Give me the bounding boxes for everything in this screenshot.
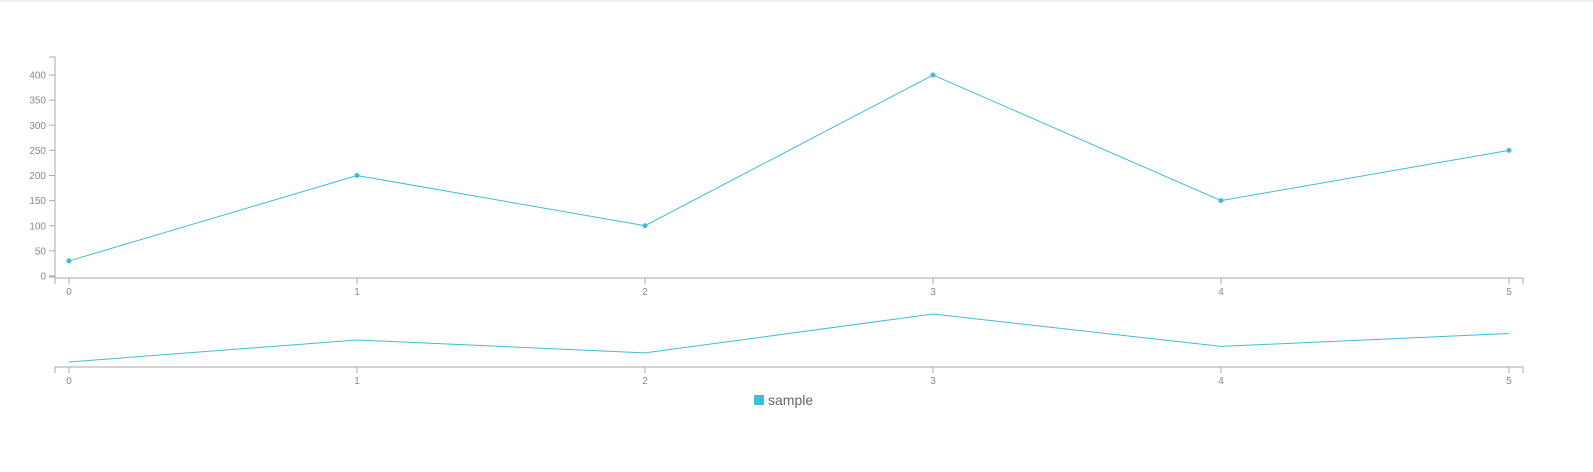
context-x-tick-label: 2: [642, 376, 648, 387]
x-tick-label: 1: [354, 287, 360, 298]
x-tick-label: 5: [1506, 287, 1512, 298]
context-series-line-sample: [68, 313, 1510, 363]
legend[interactable]: sample: [754, 392, 813, 408]
context-x-tick-label: 3: [930, 376, 936, 387]
context-x-axis: 0 1 2 3 4 5: [54, 366, 1524, 387]
context-series: [68, 313, 1510, 363]
context-chart[interactable]: 0 1 2 3 4 5: [54, 313, 1524, 387]
focus-series: [66, 72, 1512, 264]
x-tick-label: 4: [1218, 287, 1224, 298]
y-tick-label: 200: [29, 171, 46, 182]
y-tick-label: 100: [29, 221, 46, 232]
y-tick-label: 150: [29, 196, 46, 207]
y-tick-label: 350: [29, 96, 46, 107]
data-point[interactable]: [354, 173, 360, 178]
data-point[interactable]: [1218, 198, 1224, 204]
x-axis-line: [54, 277, 1524, 284]
context-x-tick-label: 1: [354, 376, 360, 387]
legend-label: sample: [768, 392, 813, 408]
data-point[interactable]: [66, 258, 72, 264]
y-tick-label: 400: [29, 71, 46, 82]
legend-item[interactable]: sample: [754, 392, 813, 408]
context-x-tick-label: 0: [66, 376, 72, 387]
context-x-axis-line: [54, 366, 1524, 373]
top-border: [0, 0, 1593, 2]
y-tick-label: 50: [35, 246, 47, 257]
context-x-tick-label: 4: [1218, 376, 1224, 387]
y-axis-line: [49, 56, 56, 278]
x-tick-label: 3: [930, 287, 936, 298]
series-line-sample: [68, 74, 1510, 262]
data-point[interactable]: [930, 72, 936, 78]
focus-chart: 0 50 100 150 200 250 300 350 400 0 1 2 3 4 5: [29, 56, 1524, 298]
data-point[interactable]: [1506, 147, 1512, 153]
y-axis: 0 50 100 150 200 250 300 350 400: [29, 56, 56, 283]
x-tick-label: 2: [642, 287, 648, 298]
x-axis: 0 1 2 3 4 5: [54, 277, 1524, 298]
y-tick-label: 300: [29, 121, 46, 132]
y-tick-label: 0: [40, 272, 46, 283]
context-x-tick-label: 5: [1506, 376, 1512, 387]
data-point[interactable]: [642, 223, 648, 229]
y-tick-label: 250: [29, 146, 46, 157]
legend-swatch: [754, 395, 764, 405]
x-tick-label: 0: [66, 287, 72, 298]
